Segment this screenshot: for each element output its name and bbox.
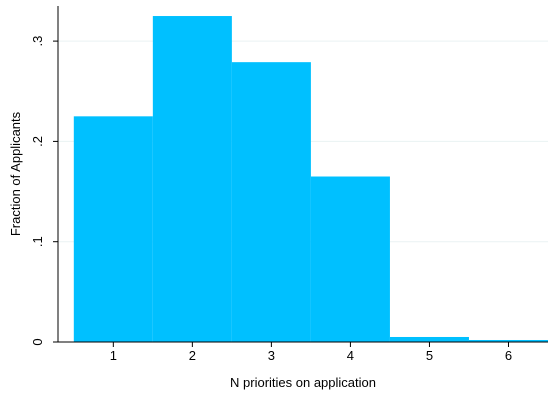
x-axis-title: N priorities on application xyxy=(230,375,376,390)
axes: 0 .1 .2 .3 1 2 3 4 5 6 xyxy=(30,6,548,363)
x-tick-label-3: 4 xyxy=(347,348,354,363)
x-tick-label-1: 2 xyxy=(189,348,196,363)
x-tick-label-4: 5 xyxy=(426,348,433,363)
x-tick-label-2: 3 xyxy=(268,348,275,363)
bars xyxy=(73,16,548,343)
y-tick-label-2: .2 xyxy=(30,136,45,147)
bar-4 xyxy=(310,176,390,342)
bar-6 xyxy=(468,339,548,342)
bar-3 xyxy=(231,62,311,342)
x-tick-label-5: 6 xyxy=(505,348,512,363)
x-tick-label-0: 1 xyxy=(110,348,117,363)
bar-2 xyxy=(152,16,232,343)
y-tick-label-1: .1 xyxy=(30,236,45,247)
bar-1 xyxy=(73,116,153,342)
y-tick-label-0: 0 xyxy=(30,338,45,345)
y-axis-title: Fraction of Applicants xyxy=(8,111,23,236)
bar-5 xyxy=(389,336,469,342)
y-tick-label-3: .3 xyxy=(30,36,45,47)
